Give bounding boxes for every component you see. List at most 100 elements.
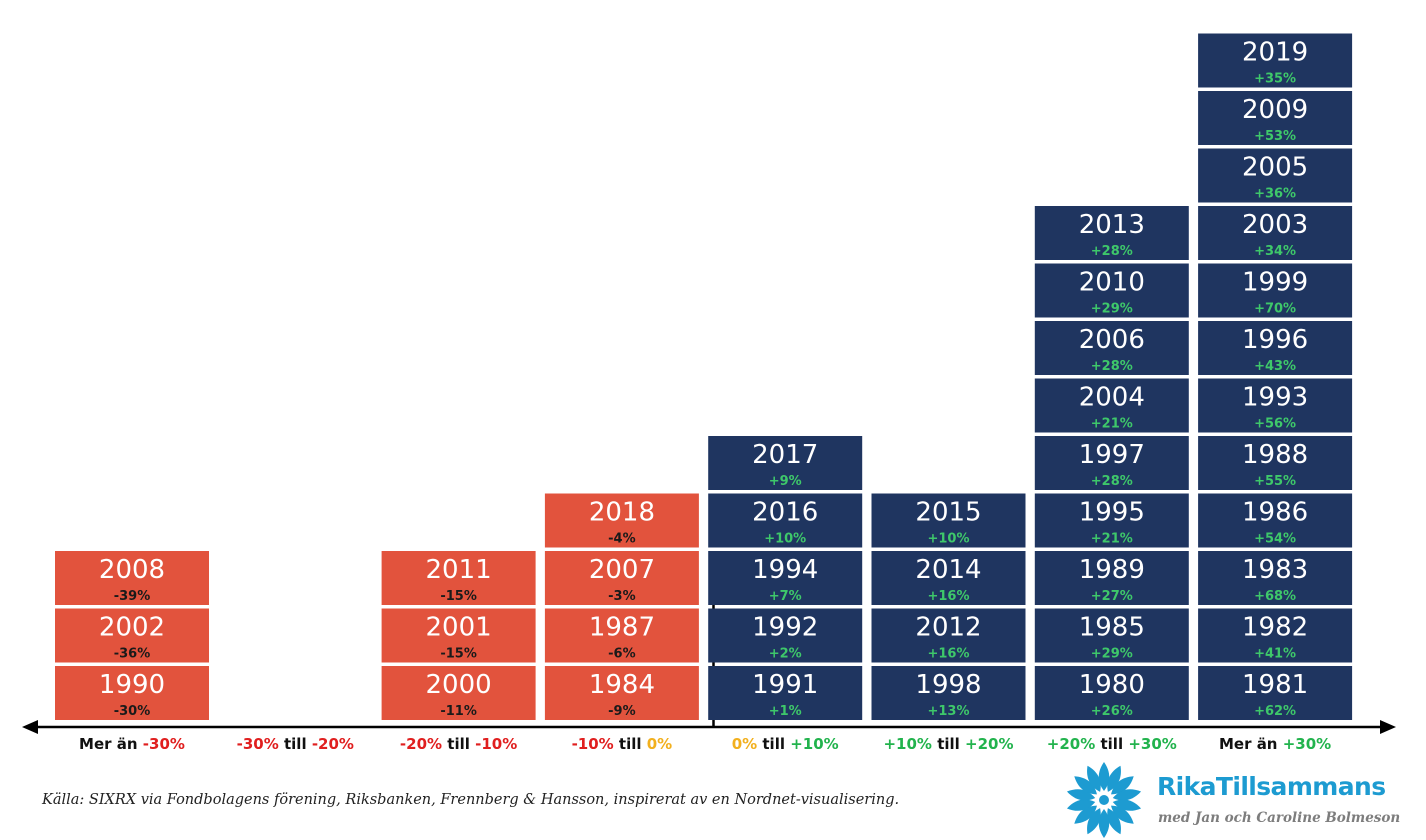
bin-label: +10% till +20% — [883, 735, 1013, 753]
return-label: -30% — [114, 704, 151, 719]
year-label: 1989 — [1079, 555, 1145, 585]
logo-ray — [1074, 805, 1097, 824]
axis-arrow-right — [1380, 720, 1396, 734]
return-label: +41% — [1254, 647, 1296, 662]
year-block: 2003 +34% — [1198, 206, 1353, 260]
logo-ray — [1112, 789, 1142, 801]
year-block: 1988 +55% — [1198, 436, 1353, 490]
year-label: 1994 — [752, 555, 818, 585]
source-note: Källa: SIXRX via Fondbolagens förening, … — [42, 792, 900, 808]
year-block-rect — [1034, 493, 1189, 548]
sun-burst-icon — [1066, 762, 1142, 838]
year-block: 1990 -30% — [55, 666, 209, 720]
return-label: +35% — [1254, 72, 1296, 87]
year-label: 2001 — [426, 613, 492, 643]
logo-ray — [1098, 762, 1110, 791]
return-label: +21% — [1091, 417, 1133, 432]
year-block-rect — [1198, 148, 1353, 203]
logo-tagline: med Jan och Caroline Bolmeson — [1158, 810, 1401, 826]
year-label: 2004 — [1079, 383, 1145, 413]
return-label: +10% — [764, 532, 806, 547]
return-label: +55% — [1254, 474, 1296, 489]
year-label: 2014 — [915, 555, 981, 585]
year-label: 2018 — [589, 498, 655, 528]
year-block-rect — [544, 551, 699, 605]
year-block-rect — [1198, 206, 1353, 260]
year-block: 2012 +16% — [871, 608, 1026, 663]
year-label: 2015 — [915, 498, 981, 528]
return-label: -15% — [440, 589, 477, 604]
year-block-rect — [871, 666, 1026, 720]
bin-label: -10% till 0% — [572, 735, 673, 753]
return-label: -39% — [114, 589, 151, 604]
year-block-rect — [55, 666, 209, 720]
year-block-rect — [708, 608, 863, 663]
year-block: 2014 +16% — [871, 551, 1026, 605]
year-block-rect — [871, 608, 1026, 663]
year-block: 2016 +10% — [708, 493, 863, 548]
bin-label-part: -20% — [312, 735, 354, 753]
year-block: 1995 +21% — [1034, 493, 1189, 548]
bin-label: -30% till -20% — [237, 735, 354, 753]
year-block: 2013 +28% — [1034, 206, 1189, 260]
return-label: +70% — [1254, 302, 1296, 317]
bin-label-part: 0% — [647, 735, 672, 753]
year-block-rect — [1034, 551, 1189, 605]
logo[interactable]: RikaTillsammans med Jan och Caroline Bol… — [1060, 760, 1420, 840]
blocks-layer: 1990 -30% 2002 -36% 2008 -39% 2000 -11% 2001 -15%… — [55, 33, 1353, 720]
year-block: 2006 +28% — [1034, 321, 1189, 375]
year-block: 1981 +62% — [1198, 666, 1353, 720]
year-block: 1987 -6% — [544, 608, 699, 663]
year-block-rect — [708, 493, 863, 548]
year-block-rect — [1034, 608, 1189, 663]
bin-label-part: 0% — [732, 735, 757, 753]
year-block: 1989 +27% — [1034, 551, 1189, 605]
bin-label-part: -10% — [572, 735, 614, 753]
year-label: 2006 — [1079, 325, 1145, 355]
return-label: +54% — [1254, 532, 1296, 547]
year-block: 1996 +43% — [1198, 321, 1353, 375]
year-block: 1994 +7% — [708, 551, 863, 605]
year-label: 1996 — [1242, 325, 1308, 355]
year-label: 1987 — [589, 613, 655, 643]
year-block: 2002 -36% — [55, 608, 209, 663]
bin-label-part: till — [1095, 735, 1128, 753]
return-label: +13% — [927, 704, 969, 719]
year-label: 1993 — [1242, 383, 1308, 413]
year-label: 2010 — [1079, 268, 1145, 298]
year-block: 1986 +54% — [1198, 493, 1353, 548]
year-block-rect — [1198, 436, 1353, 490]
year-block: 1984 -9% — [544, 666, 699, 720]
return-label: -11% — [440, 704, 477, 719]
year-block: 2001 -15% — [381, 608, 536, 663]
year-label: 2017 — [752, 440, 818, 470]
year-block: 2017 +9% — [708, 436, 863, 490]
year-label: 1981 — [1242, 670, 1308, 700]
year-label: 1997 — [1079, 440, 1145, 470]
logo-ray — [1107, 765, 1121, 792]
year-block-rect — [708, 666, 863, 720]
return-label: +29% — [1091, 302, 1133, 317]
return-label: +16% — [927, 647, 969, 662]
year-block: 1998 +13% — [871, 666, 1026, 720]
bin-label-part: +30% — [1283, 735, 1331, 753]
year-block-rect — [381, 666, 536, 720]
year-label: 2012 — [915, 613, 981, 643]
year-label: 1983 — [1242, 555, 1308, 585]
bin-label-part: +20% — [965, 735, 1013, 753]
year-block: 1982 +41% — [1198, 608, 1353, 663]
return-label: +28% — [1091, 359, 1133, 374]
bin-label: Mer än +30% — [1219, 735, 1331, 753]
year-block: 2009 +53% — [1198, 91, 1353, 145]
year-block-rect — [544, 666, 699, 720]
year-block-rect — [1198, 378, 1353, 433]
bin-label-part: till — [442, 735, 475, 753]
bin-label-part: -10% — [475, 735, 517, 753]
year-block: 1980 +26% — [1034, 666, 1189, 720]
year-block-rect — [55, 608, 209, 663]
return-label: +29% — [1091, 647, 1133, 662]
return-label: +9% — [769, 474, 802, 489]
year-block-rect — [1034, 666, 1189, 720]
logo-ray — [1087, 765, 1101, 792]
